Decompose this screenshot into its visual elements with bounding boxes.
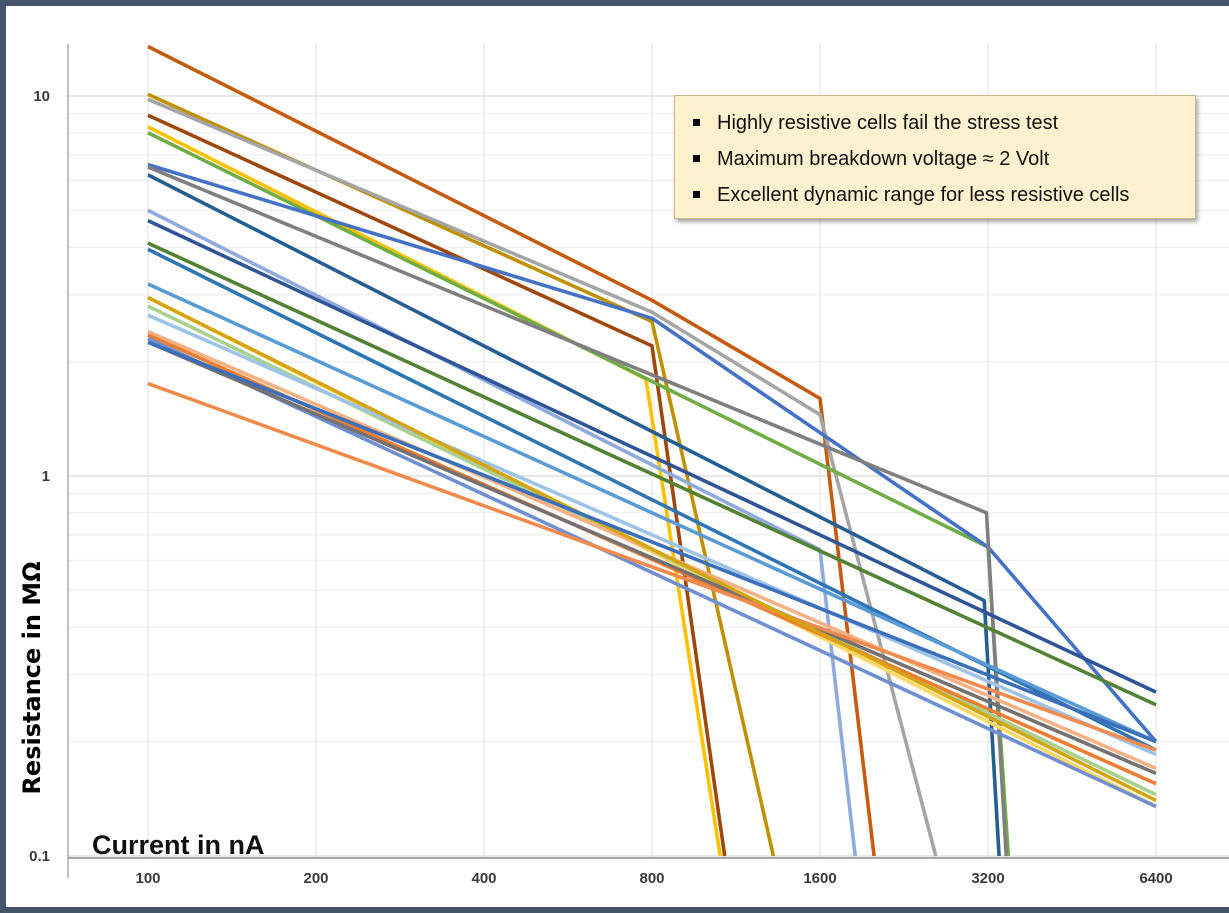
x-tick-label: 3200 [971, 870, 1004, 887]
x-tick-label: 800 [639, 870, 664, 887]
series-line-23 [147, 295, 1157, 803]
series-line-8 [147, 165, 1008, 857]
series-line-20 [147, 336, 1157, 809]
x-tick-label: 6400 [1139, 870, 1172, 887]
y-tick-label: 0.1 [29, 848, 50, 865]
series-line-11 [147, 218, 1157, 694]
series-line-17 [147, 313, 1157, 757]
resistance-vs-current-chart: 100 200 400 800 1600 3200 6400 0.1 1 10 Resistanc… [18, 44, 1229, 887]
annotation-item: Excellent dynamic range for less resisti… [687, 177, 1195, 213]
x-tick-label: 200 [303, 870, 328, 887]
x-axis-label: Current in nA [92, 830, 265, 860]
series-line-21 [147, 340, 1157, 776]
series-line-4 [147, 113, 727, 857]
series-line-1 [147, 44, 876, 857]
x-tick-label: 100 [135, 870, 160, 887]
series-line-22 [147, 381, 1157, 752]
series-line-3 [147, 97, 938, 857]
y-tick-label: 1 [42, 468, 50, 485]
x-tick-label: 1600 [803, 870, 836, 887]
y-axis-label: Resistance in MΩ [18, 561, 46, 794]
series-line-24 [147, 340, 1157, 744]
chart-frame: 100 200 400 800 1600 3200 6400 0.1 1 10 Resistanc… [6, 6, 1229, 907]
y-tick-label: 10 [33, 88, 50, 105]
annotation-box: Highly resistive cells fail the stress t… [674, 95, 1196, 219]
x-tick-label: 400 [471, 870, 496, 887]
annotation-item: Highly resistive cells fail the stress t… [687, 105, 1195, 141]
series-line-12 [147, 241, 1157, 707]
series-line-14 [147, 282, 1157, 744]
series-lines [147, 44, 1158, 857]
tick-labels: 100 200 400 800 1600 3200 6400 0.1 1 10 [29, 88, 1173, 887]
series-line-9 [147, 173, 1001, 857]
series-line-7 [147, 162, 1158, 743]
axes [67, 44, 1229, 878]
annotation-item: Maximum breakdown voltage ≈ 2 Volt [687, 141, 1195, 177]
